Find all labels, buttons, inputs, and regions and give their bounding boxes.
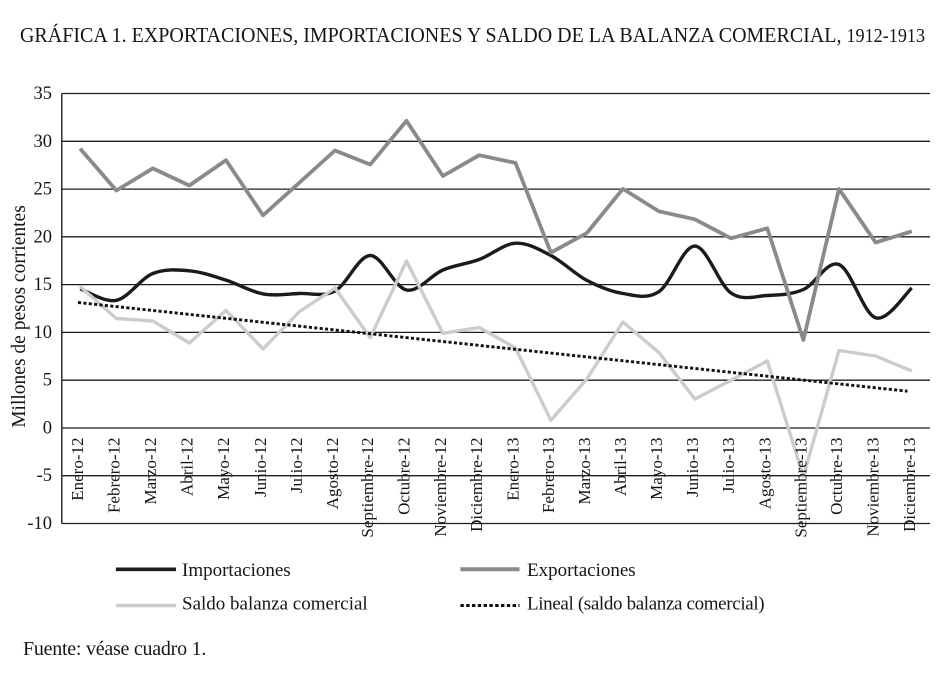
- svg-text:Lineal (saldo balanza comercia: Lineal (saldo balanza comercial): [527, 594, 764, 615]
- svg-text:Diciembre-13: Diciembre-13: [900, 438, 919, 532]
- svg-text:Octubre-12: Octubre-12: [395, 438, 414, 515]
- svg-text:Junio-12: Junio-12: [251, 438, 270, 498]
- svg-text:Exportaciones: Exportaciones: [527, 560, 636, 581]
- svg-text:Mayo-13: Mayo-13: [647, 438, 666, 500]
- svg-text:Enero-12: Enero-12: [68, 438, 87, 501]
- svg-text:0: 0: [43, 419, 52, 439]
- svg-text:Enero-13: Enero-13: [504, 438, 523, 501]
- svg-text:Saldo balanza comercial: Saldo balanza comercial: [182, 594, 368, 615]
- svg-text:Agosto-13: Agosto-13: [755, 438, 774, 510]
- svg-text:Junio-13: Junio-13: [683, 438, 702, 498]
- svg-text:Septiembre-13: Septiembre-13: [791, 438, 810, 538]
- svg-text:Julio-13: Julio-13: [719, 438, 738, 494]
- svg-text:Agosto-12: Agosto-12: [323, 438, 342, 510]
- svg-text:Importaciones: Importaciones: [182, 560, 291, 581]
- svg-text:25: 25: [34, 180, 53, 200]
- svg-text:Febrero-12: Febrero-12: [104, 438, 123, 514]
- svg-text:10: 10: [34, 323, 53, 343]
- svg-text:-10: -10: [27, 514, 52, 534]
- svg-text:Noviembre-12: Noviembre-12: [431, 438, 450, 537]
- svg-text:-5: -5: [37, 466, 52, 486]
- svg-text:Abril-12: Abril-12: [177, 438, 196, 497]
- svg-text:Marzo-13: Marzo-13: [575, 438, 594, 505]
- svg-text:15: 15: [34, 275, 53, 295]
- svg-text:35: 35: [34, 84, 53, 104]
- svg-text:20: 20: [34, 227, 53, 247]
- svg-text:Mayo-12: Mayo-12: [214, 438, 233, 500]
- svg-text:Abril-13: Abril-13: [611, 438, 630, 497]
- svg-text:Octubre-13: Octubre-13: [827, 438, 846, 515]
- svg-text:30: 30: [34, 132, 53, 152]
- svg-text:5: 5: [43, 371, 52, 391]
- svg-text:Millones de pesos corrientes: Millones de pesos corrientes: [9, 205, 30, 428]
- svg-text:Marzo-12: Marzo-12: [141, 438, 160, 505]
- svg-text:Noviembre-13: Noviembre-13: [864, 438, 883, 537]
- svg-text:Septiembre-12: Septiembre-12: [358, 438, 377, 538]
- svg-text:Julio-12: Julio-12: [287, 438, 306, 494]
- svg-text:Febrero-13: Febrero-13: [539, 438, 558, 514]
- svg-text:Diciembre-12: Diciembre-12: [467, 438, 486, 532]
